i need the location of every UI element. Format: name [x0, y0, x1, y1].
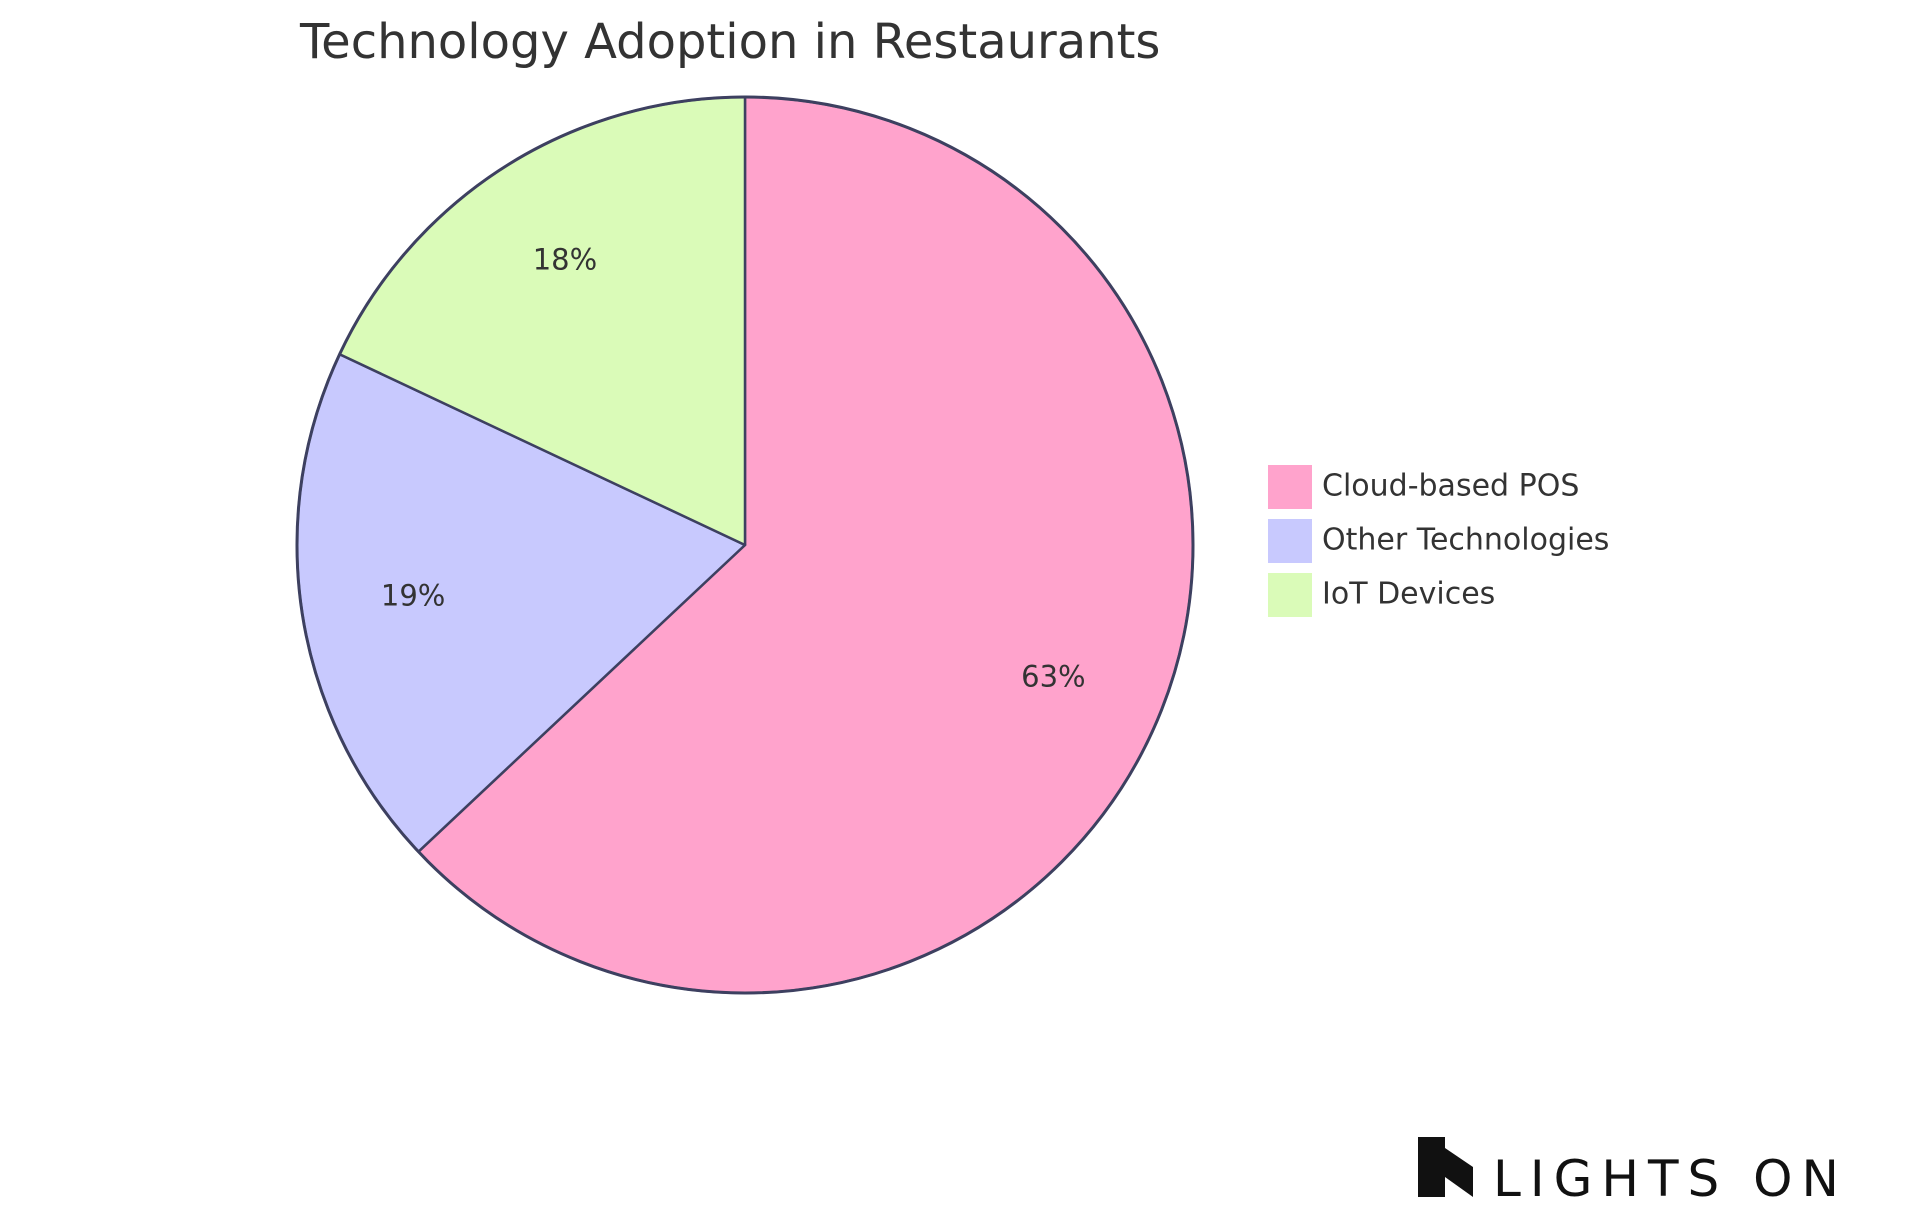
- lights-on-logo: LIGHTS ON: [1418, 1137, 1848, 1208]
- chart-title: Technology Adoption in Restaurants: [299, 14, 1160, 70]
- logo-wordmark: LIGHTS ON: [1493, 1150, 1848, 1208]
- slice-label-iot-devices: 18%: [533, 242, 597, 276]
- pie-outline: [295, 95, 1195, 995]
- legend-swatch-cloud-based-pos: [1268, 465, 1312, 509]
- legend-label-iot-devices: IoT Devices: [1322, 577, 1495, 612]
- pie-slice-labels: 63% 19% 18%: [381, 242, 1086, 693]
- logo-mark-icon: [1418, 1137, 1473, 1197]
- legend-swatch-other-technologies: [1268, 519, 1312, 563]
- pie-slices: [295, 95, 1195, 995]
- legend: Cloud-based POS Other Technologies IoT Dev…: [1268, 465, 1609, 617]
- legend-label-other-technologies: Other Technologies: [1322, 523, 1609, 558]
- legend-label-cloud-based-pos: Cloud-based POS: [1322, 469, 1579, 504]
- slice-label-other-technologies: 19%: [381, 579, 445, 613]
- legend-swatch-iot-devices: [1268, 573, 1312, 617]
- slice-label-cloud-based-pos: 63%: [1021, 659, 1085, 693]
